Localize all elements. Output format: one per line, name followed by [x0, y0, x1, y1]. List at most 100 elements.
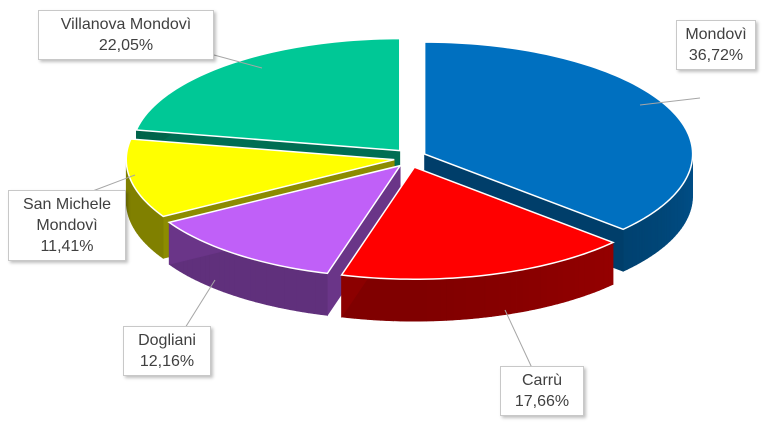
data-label: Villanova Mondovì 22,05%	[38, 10, 214, 60]
slice-wall	[674, 190, 678, 237]
data-label: Dogliani 12,16%	[123, 326, 211, 376]
slice-wall	[651, 210, 656, 257]
slice-wall	[413, 278, 421, 322]
slice-wall	[159, 213, 164, 260]
slice-wall	[631, 222, 637, 268]
slice-wall	[593, 247, 600, 293]
leader-line	[504, 309, 533, 369]
label-name: Villanova Mondovì	[60, 16, 192, 33]
slice-wall	[302, 269, 309, 314]
slice-wall	[156, 210, 161, 257]
label-name: Dogliani	[138, 332, 196, 349]
slice-wall	[669, 195, 673, 242]
label-value: 12,16%	[139, 353, 195, 370]
slice-wall	[218, 247, 225, 293]
slice-wall	[568, 256, 575, 302]
slice-wall	[534, 265, 541, 310]
slice-wall	[308, 270, 316, 315]
slice-wall	[503, 271, 511, 316]
slice-wall	[399, 278, 408, 322]
slice-wall	[589, 249, 595, 295]
slice-wall	[545, 262, 553, 308]
slice-wall	[622, 226, 628, 272]
slice	[423, 41, 694, 231]
slice-wall	[528, 266, 535, 311]
slice-wall	[432, 278, 441, 322]
data-label: Mondovì 36,72%	[676, 20, 756, 70]
slice-wall	[138, 192, 142, 240]
slice-wall	[266, 262, 273, 307]
leader-line	[213, 54, 263, 69]
slice-wall	[478, 274, 486, 319]
slice-wall	[657, 206, 662, 252]
label-value: 22,05%	[98, 37, 154, 54]
label-name: San Michele Mondovì	[22, 196, 112, 234]
slice-wall	[419, 278, 427, 322]
leader-line	[89, 174, 136, 193]
slice	[135, 37, 401, 152]
slice-wall	[446, 277, 454, 321]
slice-wall	[272, 263, 279, 308]
slice-wall	[140, 195, 144, 242]
slice-wall	[244, 256, 251, 301]
slice	[340, 166, 615, 280]
slice-wall	[491, 273, 499, 317]
slice-wall	[283, 266, 291, 311]
slice-wall	[643, 215, 648, 262]
slice-wall	[314, 271, 322, 315]
slice	[125, 138, 395, 218]
data-label: Carrù 17,66%	[500, 366, 584, 416]
slice-wall	[603, 244, 609, 289]
slice-wall	[380, 278, 388, 321]
slice-wall	[627, 224, 633, 270]
slice-wall	[228, 251, 235, 296]
slice-wall	[153, 208, 158, 255]
slice-wall	[497, 272, 505, 317]
slice-wall	[223, 249, 230, 295]
slice-wall	[540, 264, 547, 309]
slice-wall	[260, 260, 267, 306]
label-value: 17,66%	[514, 393, 570, 410]
slice-wall	[393, 278, 401, 322]
slice-wall	[677, 187, 680, 235]
slice-wall	[426, 278, 434, 322]
slice-wall	[289, 267, 297, 312]
slice-wall	[465, 276, 473, 320]
slice-wall	[386, 278, 394, 322]
slice-wall	[295, 268, 303, 313]
slice-wall	[255, 259, 262, 304]
slice-wall	[373, 277, 381, 321]
slice-wall	[608, 241, 614, 287]
slice-wall	[249, 257, 256, 303]
slice-wall	[459, 276, 467, 320]
slice-wall	[142, 198, 146, 245]
slice-wall	[557, 260, 564, 305]
slice-wall	[147, 203, 152, 250]
slice-wall	[406, 278, 414, 322]
slice-wall	[583, 251, 590, 297]
slice-wall	[598, 246, 605, 291]
slice-wall	[635, 220, 641, 266]
slice-wall	[238, 254, 245, 300]
slice-wall	[439, 278, 447, 322]
slice-wall	[510, 270, 517, 315]
slice-wall	[551, 261, 558, 306]
slice-wall	[573, 255, 580, 300]
leader-line	[639, 97, 701, 106]
slice-wall	[320, 272, 328, 316]
slice-wall	[367, 277, 375, 321]
slice-wall	[233, 253, 240, 298]
slice-wall	[150, 205, 155, 252]
slice-wall	[639, 217, 645, 264]
slice-wall	[472, 275, 480, 319]
label-value: 36,72%	[688, 47, 744, 64]
slice-wall	[664, 201, 668, 247]
slice-wall	[661, 203, 665, 250]
slice-wall	[452, 277, 460, 321]
label-name: Carrù	[521, 372, 562, 389]
slice-wall	[145, 200, 149, 247]
label-name: Mondovì	[685, 26, 747, 43]
slice-wall	[522, 268, 529, 313]
